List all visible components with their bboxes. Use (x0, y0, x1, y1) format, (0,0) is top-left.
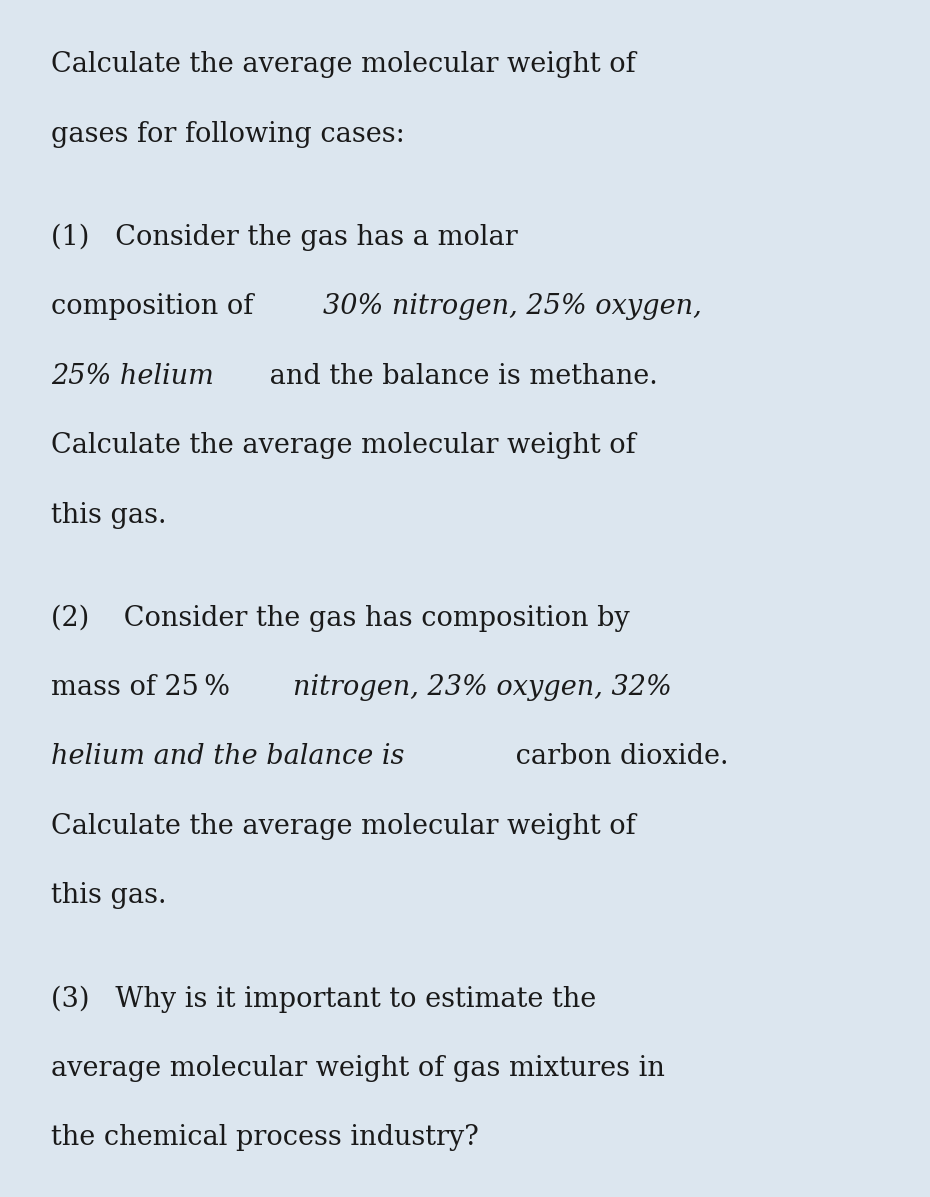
Text: Calculate the average molecular weight of: Calculate the average molecular weight o… (51, 432, 636, 460)
Text: nitrogen, 23% oxygen, 32%: nitrogen, 23% oxygen, 32% (293, 674, 672, 701)
Text: mass of 25 %: mass of 25 % (51, 674, 239, 701)
Text: average molecular weight of gas mixtures in: average molecular weight of gas mixtures… (51, 1055, 665, 1082)
Text: gases for following cases:: gases for following cases: (51, 121, 405, 148)
Text: 25% helium: 25% helium (51, 363, 214, 390)
Text: Calculate the average molecular weight of: Calculate the average molecular weight o… (51, 813, 636, 840)
Text: composition of: composition of (51, 293, 262, 321)
Text: Calculate the average molecular weight of: Calculate the average molecular weight o… (51, 51, 636, 79)
Text: this gas.: this gas. (51, 502, 166, 529)
Text: (3)   Why is it important to estimate the: (3) Why is it important to estimate the (51, 985, 596, 1013)
Text: 30% nitrogen, 25% oxygen,: 30% nitrogen, 25% oxygen, (324, 293, 702, 321)
Text: helium and the balance is: helium and the balance is (51, 743, 405, 771)
Text: this gas.: this gas. (51, 882, 166, 910)
Text: and the balance is methane.: and the balance is methane. (261, 363, 658, 390)
Text: (2)    Consider the gas has composition by: (2) Consider the gas has composition by (51, 604, 630, 632)
Text: carbon dioxide.: carbon dioxide. (507, 743, 728, 771)
Text: the chemical process industry?: the chemical process industry? (51, 1124, 479, 1152)
Text: (1)   Consider the gas has a molar: (1) Consider the gas has a molar (51, 224, 518, 251)
